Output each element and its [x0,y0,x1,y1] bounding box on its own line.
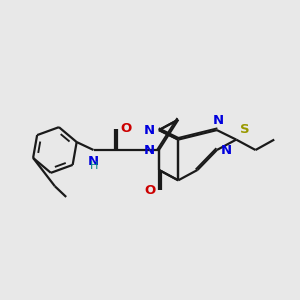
Text: N: N [220,143,232,157]
Text: S: S [240,123,249,136]
Text: O: O [144,184,155,197]
Text: O: O [121,122,132,135]
Text: N: N [88,155,99,168]
Text: N: N [144,124,155,136]
Text: H: H [90,161,98,171]
Text: N: N [144,143,155,157]
Text: N: N [213,113,224,127]
